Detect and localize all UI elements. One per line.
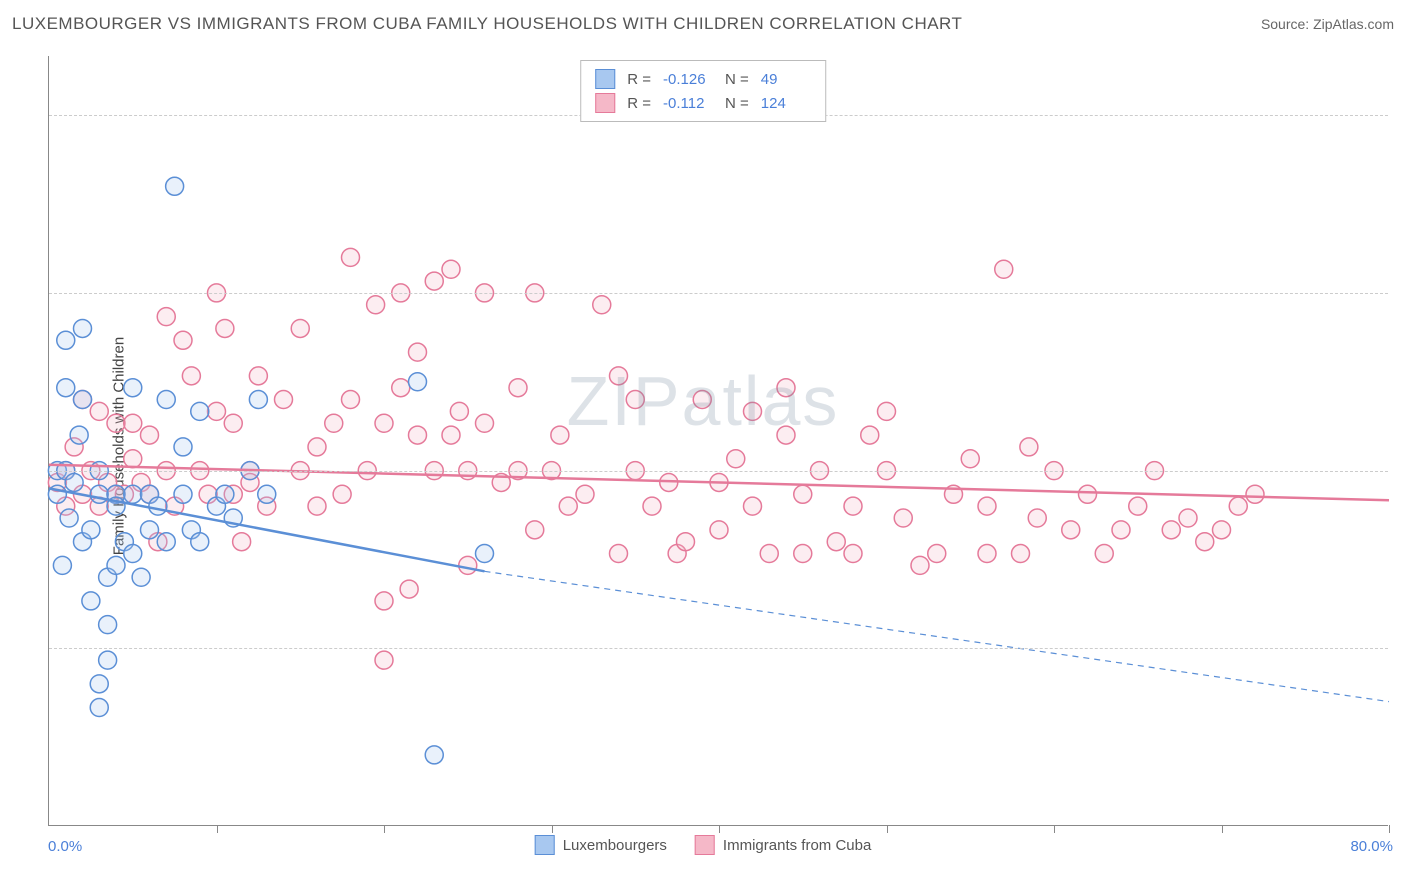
gridline [49, 471, 1388, 472]
source-label: Source: ZipAtlas.com [1261, 16, 1394, 32]
x-max-label: 80.0% [1350, 838, 1393, 855]
legend-item-1: Immigrants from Cuba [695, 835, 871, 855]
series-legend: Luxembourgers Immigrants from Cuba [535, 835, 872, 855]
legend-row-series-1: R = -0.112 N = 124 [595, 91, 811, 115]
x-tick [719, 825, 720, 833]
n-value-0: 49 [761, 71, 811, 88]
scatter-plot [49, 56, 1388, 825]
x-tick [1222, 825, 1223, 833]
r-value-1: -0.112 [663, 95, 713, 112]
n-label: N = [725, 95, 749, 112]
chart-plot-area: 15.0%30.0%45.0%60.0% [48, 56, 1388, 826]
gridline [49, 648, 1388, 649]
legend-item-0: Luxembourgers [535, 835, 667, 855]
legend-swatch-1 [595, 93, 615, 113]
n-label: N = [725, 71, 749, 88]
y-tick-label: 15.0% [1400, 640, 1406, 657]
header: LUXEMBOURGER VS IMMIGRANTS FROM CUBA FAM… [0, 0, 1406, 48]
x-tick [1054, 825, 1055, 833]
x-tick [552, 825, 553, 833]
legend-swatch-0 [595, 69, 615, 89]
x-tick [1389, 825, 1390, 833]
y-tick-label: 45.0% [1400, 284, 1406, 301]
legend-swatch-0 [535, 835, 555, 855]
n-value-1: 124 [761, 95, 811, 112]
y-tick-label: 60.0% [1400, 107, 1406, 124]
legend-swatch-1 [695, 835, 715, 855]
x-tick [887, 825, 888, 833]
r-label: R = [627, 95, 651, 112]
correlation-legend: R = -0.126 N = 49 R = -0.112 N = 124 [580, 60, 826, 122]
legend-row-series-0: R = -0.126 N = 49 [595, 67, 811, 91]
series-name-1: Immigrants from Cuba [723, 837, 871, 854]
x-tick [217, 825, 218, 833]
y-tick-label: 30.0% [1400, 462, 1406, 479]
x-min-label: 0.0% [48, 838, 82, 855]
r-value-0: -0.126 [663, 71, 713, 88]
chart-title: LUXEMBOURGER VS IMMIGRANTS FROM CUBA FAM… [12, 14, 962, 34]
x-tick [384, 825, 385, 833]
r-label: R = [627, 71, 651, 88]
series-name-0: Luxembourgers [563, 837, 667, 854]
gridline [49, 293, 1388, 294]
